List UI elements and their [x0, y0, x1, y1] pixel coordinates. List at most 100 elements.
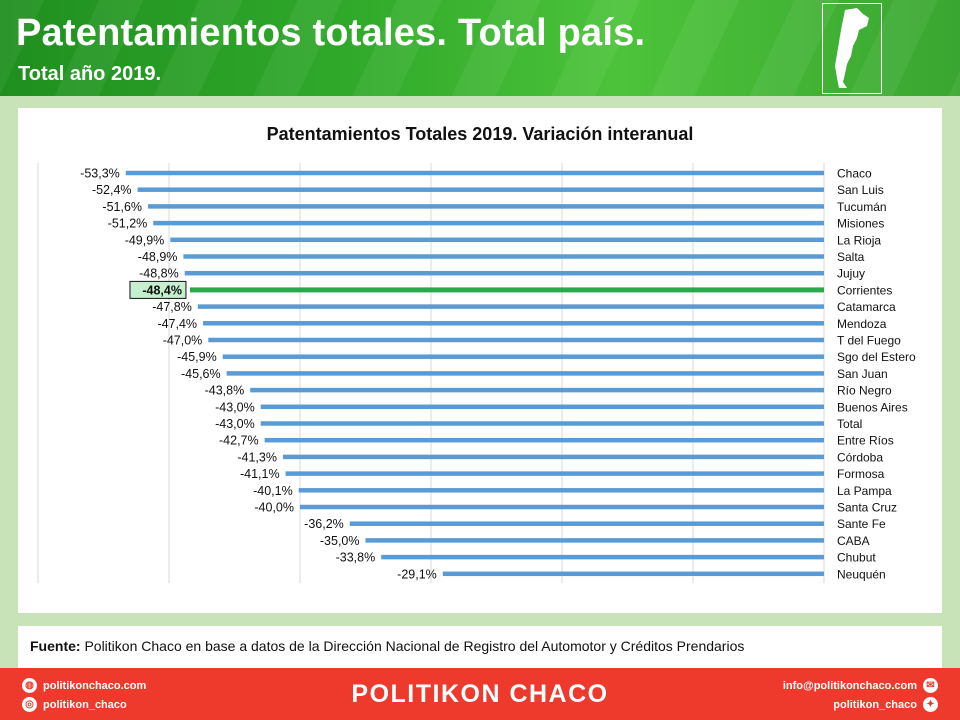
value-label: -45,9% — [177, 350, 217, 364]
bar — [282, 454, 825, 460]
instagram-icon: ◎ — [22, 697, 37, 712]
bar — [226, 371, 824, 376]
category-label: Santa Cruz — [837, 501, 897, 515]
footer-email-text: info@politikonchaco.com — [782, 679, 917, 692]
category-label: Entre Ríos — [837, 434, 894, 448]
bar — [184, 270, 825, 276]
footer-twitter[interactable]: politikon_chaco ✦ — [833, 697, 938, 712]
category-label: San Juan — [837, 367, 888, 381]
value-label: -33,8% — [336, 551, 376, 565]
bar — [285, 471, 825, 476]
value-label: -40,1% — [253, 484, 293, 498]
footer-twitter-text: politikon_chaco — [833, 698, 917, 711]
category-label: Chubut — [837, 551, 876, 565]
footer: ◍ politikonchaco.com ◎ politikon_chaco P… — [0, 668, 960, 720]
category-label: Chaco — [837, 167, 872, 181]
value-label: -49,9% — [125, 233, 165, 247]
category-label: Río Negro — [837, 384, 892, 398]
category-label: La Pampa — [837, 484, 892, 498]
value-label: -52,4% — [92, 183, 132, 197]
bar — [222, 354, 824, 359]
value-label: -41,3% — [237, 450, 277, 464]
value-label: -35,0% — [320, 534, 360, 548]
bar — [349, 521, 824, 526]
bar-highlight — [189, 287, 824, 293]
footer-email[interactable]: info@politikonchaco.com ✉ — [783, 678, 938, 693]
value-label: -29,1% — [397, 567, 437, 581]
value-label: -43,0% — [215, 417, 255, 431]
category-label: San Luis — [837, 183, 884, 197]
argentina-map-icon — [822, 3, 882, 94]
bar — [153, 220, 824, 226]
category-label: Sgo del Estero — [837, 350, 916, 364]
category-label: Jujuy — [837, 267, 865, 281]
value-label: -40,0% — [254, 501, 294, 515]
category-label: Mendoza — [837, 317, 887, 331]
category-label: Sante Fe — [837, 517, 886, 531]
bar — [381, 554, 824, 560]
bar — [260, 421, 824, 426]
bar — [148, 204, 825, 209]
value-label: -47,0% — [163, 334, 203, 348]
value-label: -43,8% — [205, 384, 245, 398]
value-label: -47,4% — [157, 317, 197, 331]
bar — [300, 504, 824, 510]
value-label: -48,4% — [142, 283, 182, 297]
footer-brand: POLITIKON CHACO — [351, 680, 609, 708]
bar-chart: Chaco -53,3% San Luis -52,4% Tucumán -51,6% Mi… — [37, 163, 916, 583]
footer-website[interactable]: ◍ politikonchaco.com — [22, 678, 146, 693]
bar — [208, 337, 825, 343]
source-panel: Fuente: Politikon Chaco en base a datos … — [18, 626, 942, 668]
category-label: Formosa — [837, 467, 885, 481]
value-label: -51,6% — [102, 200, 142, 214]
category-label: Neuquén — [837, 567, 886, 581]
value-label: -36,2% — [304, 517, 344, 531]
footer-instagram[interactable]: ◎ politikon_chaco — [22, 697, 127, 712]
footer-website-text: politikonchaco.com — [43, 679, 147, 692]
bar — [183, 254, 824, 259]
source-text: Politikon Chaco en base a datos de la Di… — [80, 638, 745, 654]
mail-icon: ✉ — [923, 678, 938, 693]
value-label: -42,7% — [219, 434, 259, 448]
category-label: La Rioja — [837, 233, 881, 247]
bar — [365, 538, 824, 543]
bar — [264, 437, 824, 443]
bar — [125, 170, 824, 176]
bar — [442, 571, 824, 577]
category-label: CABA — [837, 534, 870, 548]
twitter-icon: ✦ — [923, 697, 938, 712]
category-label: Misiones — [837, 217, 884, 231]
value-label: -48,8% — [139, 267, 179, 281]
header-banner: Patentamientos totales. Total país. Tota… — [0, 0, 960, 96]
bar — [170, 237, 824, 243]
category-label: Tucumán — [837, 200, 887, 214]
globe-icon: ◍ — [22, 678, 37, 693]
value-label-highlight-box — [129, 280, 187, 299]
category-label: Buenos Aires — [837, 400, 908, 414]
value-label: -51,2% — [108, 217, 148, 231]
value-label: -43,0% — [215, 400, 255, 414]
bar — [197, 304, 824, 309]
chart-title: Patentamientos Totales 2019. Variación i… — [266, 124, 694, 144]
value-label: -53,3% — [80, 167, 120, 181]
bar — [137, 187, 824, 192]
category-label: T del Fuego — [837, 334, 901, 348]
source-note: Fuente: Politikon Chaco en base a datos … — [30, 638, 744, 654]
bar — [298, 488, 824, 493]
footer-instagram-text: politikon_chaco — [43, 698, 127, 711]
page-subtitle: Total año 2019. — [18, 63, 162, 85]
source-label: Fuente: — [30, 638, 81, 654]
value-label: -45,6% — [181, 367, 221, 381]
category-label: Catamarca — [837, 300, 896, 314]
category-label: Total — [837, 417, 862, 431]
category-label: Salta — [837, 250, 865, 264]
value-label: -48,9% — [138, 250, 178, 264]
bar — [250, 387, 825, 393]
value-label: -41,1% — [240, 467, 280, 481]
page-title: Patentamientos totales. Total país. — [16, 12, 646, 54]
bar — [203, 321, 824, 326]
bar — [260, 404, 824, 410]
chart-panel: Patentamientos Totales 2019. Variación i… — [18, 108, 942, 613]
category-label: Córdoba — [837, 450, 883, 464]
value-label: -47,8% — [152, 300, 192, 314]
